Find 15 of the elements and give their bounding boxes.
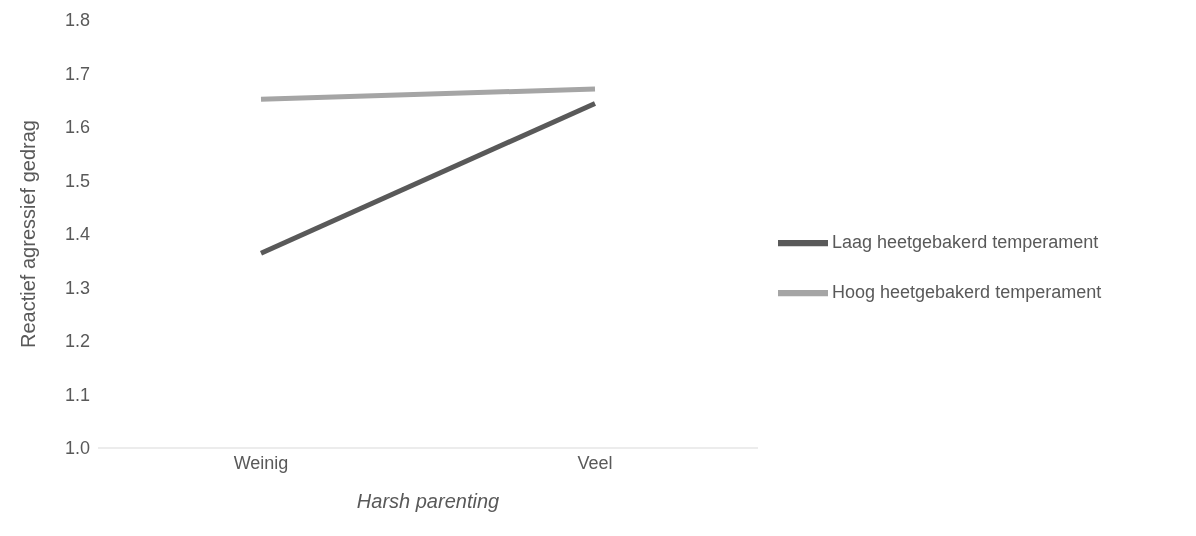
- y-tick-label: 1.8: [64, 10, 90, 31]
- y-tick-label: 1.3: [64, 277, 90, 298]
- y-tick-label: 1.7: [64, 63, 90, 84]
- y-tick-label: 1.2: [64, 331, 90, 352]
- y-tick-label: 1.6: [64, 117, 90, 138]
- y-tick-label: 1.5: [64, 170, 90, 191]
- legend-label: Hoog heetgebakerd temperament: [832, 281, 1102, 302]
- y-tick-label: 1.0: [64, 438, 90, 459]
- y-tick-label: 1.1: [64, 384, 90, 405]
- x-tick-label: Veel: [577, 452, 613, 473]
- legend-label: Laag heetgebakerd temperament: [832, 231, 1099, 252]
- y-tick-label: 1.4: [64, 224, 90, 245]
- x-tick-label: Weinig: [233, 452, 289, 473]
- y-axis-title: Reactief agressief gedrag: [17, 120, 40, 348]
- x-axis-title: Harsh parenting: [356, 490, 500, 512]
